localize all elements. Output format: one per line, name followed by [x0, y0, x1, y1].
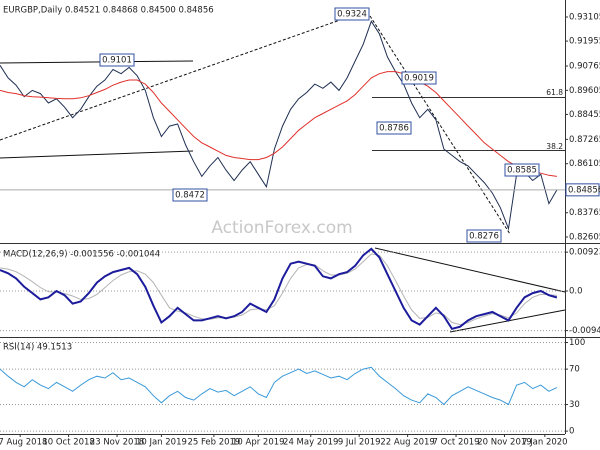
channel-line [0, 60, 194, 64]
y-tick-label: 0.83765 [569, 208, 600, 218]
x-tick-label: 25 Feb 2019 [187, 438, 240, 448]
level-box [334, 7, 370, 21]
x-tick-label: 7 Oct 2019 [432, 438, 479, 448]
series-line [0, 247, 558, 331]
y-tick-label: 30 [569, 400, 580, 410]
y-tick-label: 100 [569, 338, 585, 348]
level-box [376, 121, 412, 135]
trend-line [374, 247, 566, 293]
y-tick-label: 0 [569, 427, 574, 437]
y-tick-label: 0.86105 [569, 159, 600, 169]
fib-label: 38.2 [546, 142, 563, 151]
y-tick-label: 0.91955 [569, 37, 600, 47]
x-tick-label: 9 Jul 2019 [338, 438, 381, 448]
level-label: 0.8472 [175, 191, 205, 201]
y-tick-label: 0.89605 [569, 86, 600, 96]
x-tick-label: 10 Jan 2019 [136, 438, 187, 448]
series-line [0, 71, 557, 177]
watermark: ActionForex.com [211, 218, 352, 238]
y-tick-label: 0.88455 [569, 110, 600, 120]
y-tick-label: 70 [569, 365, 580, 375]
level-box [172, 188, 208, 202]
level-box [401, 71, 437, 85]
level-label: 0.9101 [102, 56, 132, 66]
panel-title: MACD(12,26,9) -0.001556 -0.001044 [3, 250, 160, 260]
x-tick-label: 10 Apr 2019 [232, 438, 285, 448]
x-tick-label: 20 Nov 2019 [477, 438, 531, 448]
level-label: 0.8786 [379, 124, 409, 134]
y-tick-label: 0.0 [569, 287, 583, 297]
last-price-label: 0.84856 [568, 185, 600, 195]
y-tick-label: -0.009413 [569, 326, 600, 336]
level-box [466, 229, 502, 243]
panel-title: EURGBP,Daily 0.84521 0.84868 0.84500 0.8… [3, 6, 214, 16]
x-tick-label: 27 Aug 2018 [0, 438, 47, 448]
last-price-box [565, 183, 600, 197]
y-tick-label: 0.009237 [569, 248, 600, 258]
x-tick-label: 23 Nov 2018 [90, 438, 144, 448]
y-tick-label: 0.87265 [569, 135, 600, 145]
series-line [0, 366, 558, 406]
x-tick-label: 10 Oct 2018 [42, 438, 95, 448]
y-tick-label: 0.82605 [569, 233, 600, 243]
y-tick-label: 0.90765 [569, 62, 600, 72]
panel-title: RSI(14) 49.1513 [3, 343, 72, 353]
trend-line [369, 15, 511, 235]
series-line [0, 20, 558, 231]
level-box [99, 53, 135, 67]
trend-line [0, 13, 358, 141]
x-tick-label: 22 Aug 2019 [380, 438, 434, 448]
channel-line [0, 150, 194, 159]
x-tick-label: 7 Jan 2020 [522, 438, 568, 448]
level-label: 0.9324 [337, 10, 367, 20]
level-box [504, 163, 540, 177]
x-tick-label: 24 May 2019 [283, 438, 338, 448]
y-tick-label: 0.93105 [569, 12, 600, 22]
fib-label: 61.8 [546, 88, 563, 97]
level-label: 0.8585 [507, 166, 537, 176]
level-label: 0.9019 [404, 74, 434, 84]
level-label: 0.8276 [469, 232, 499, 242]
